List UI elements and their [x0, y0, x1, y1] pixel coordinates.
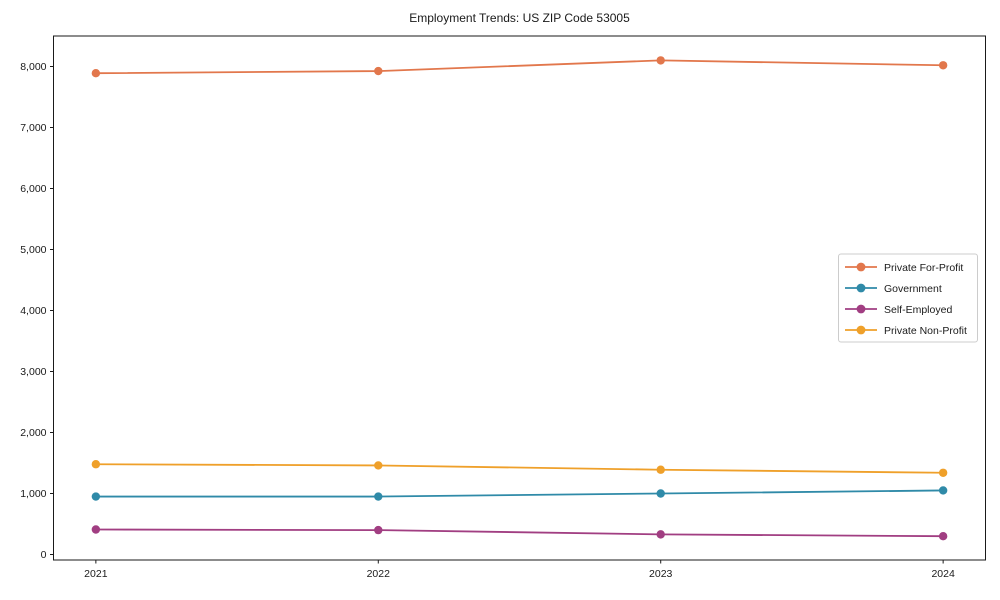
series-line-private-non-profit: [94, 463, 945, 474]
y-tick-label: 0: [41, 549, 47, 561]
y-tick-label: 7,000: [20, 122, 46, 134]
data-point-self-employed-2022: [374, 525, 383, 535]
legend-marker-icon: [856, 283, 866, 293]
x-tick-label: 2024: [931, 568, 955, 580]
data-point-government-2024: [938, 486, 948, 495]
y-tick-label: 5,000: [20, 244, 46, 256]
data-point-self-employed-2024: [938, 532, 948, 541]
data-point-private-for-profit-2024: [938, 61, 948, 70]
x-tick-label: 2021: [84, 568, 108, 580]
legend-item-private-for-profit: Private For-Profit: [845, 262, 963, 274]
legend-box: [838, 253, 978, 343]
series-line-government: [94, 489, 945, 498]
y-tick-label: 8,000: [20, 61, 46, 73]
data-point-private-for-profit-2022: [374, 66, 383, 76]
data-point-private-for-profit-2021: [91, 69, 101, 78]
legend-marker-icon: [856, 325, 866, 335]
y-tick-label: 1,000: [20, 488, 46, 500]
data-point-government-2021: [91, 492, 101, 501]
data-point-private-non-profit-2024: [938, 468, 948, 477]
data-point-government-2023: [656, 489, 665, 498]
series-line-private-for-profit: [94, 59, 945, 75]
data-point-private-non-profit-2022: [374, 461, 383, 470]
legend-marker-icon: [856, 262, 866, 272]
legend-item-private-non-profit: Private Non-Profit: [845, 325, 967, 337]
legend-label: Private For-Profit: [884, 262, 963, 274]
y-tick-label: 4,000: [20, 305, 46, 317]
legend-label: Government: [884, 283, 942, 295]
legend-marker-icon: [856, 304, 866, 314]
data-point-private-for-profit-2023: [656, 56, 665, 65]
y-tick-label: 2,000: [20, 427, 46, 439]
data-point-self-employed-2021: [91, 525, 101, 534]
legend: Private For-Profit Government Self-Employe…: [838, 253, 978, 343]
x-tick-label: 2022: [367, 568, 391, 580]
legend-label: Self-Employed: [884, 304, 952, 316]
x-tick-label: 2023: [649, 568, 673, 580]
y-tick-label: 3,000: [20, 366, 46, 378]
data-point-government-2022: [374, 492, 383, 501]
plot-area: [53, 35, 986, 561]
data-point-self-employed-2023: [656, 530, 665, 539]
legend-label: Private Non-Profit: [884, 325, 967, 337]
legend-item-self-employed: Self-Employed: [845, 304, 952, 316]
legend-item-government: Government: [845, 283, 942, 295]
chart-title: Employment Trends: US ZIP Code 53005: [409, 11, 630, 25]
series-line-self-employed: [94, 528, 945, 538]
data-point-private-non-profit-2021: [91, 460, 101, 469]
y-tick-label: 6,000: [20, 183, 46, 195]
data-point-private-non-profit-2023: [656, 465, 665, 474]
